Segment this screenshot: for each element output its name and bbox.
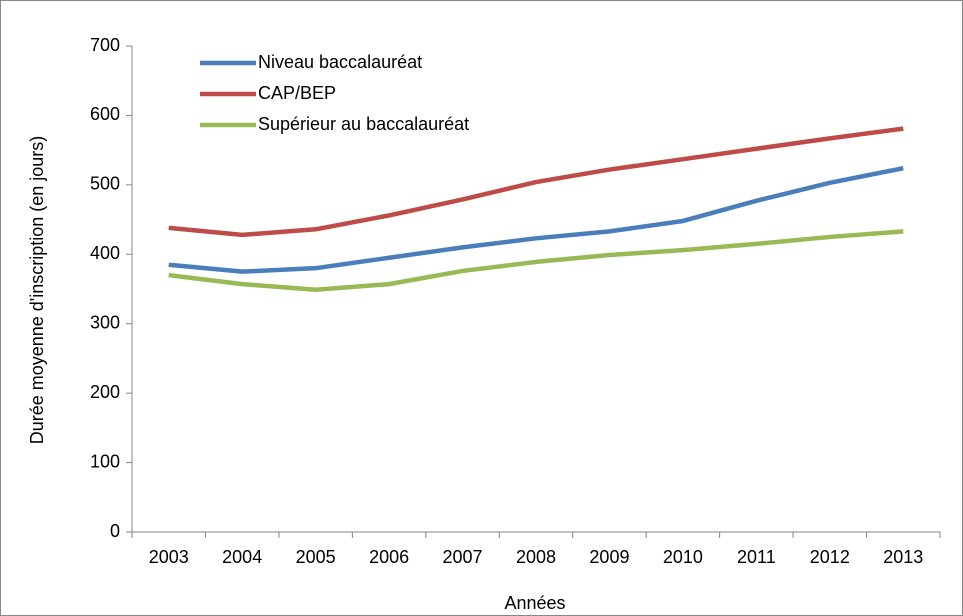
legend-label: Supérieur au baccalauréat [258, 114, 469, 134]
x-tick-label: 2004 [222, 547, 262, 567]
y-tick-label: 300 [90, 312, 120, 332]
series-line [168, 165, 904, 274]
y-tick-label: 700 [90, 35, 120, 55]
y-tick-label: 600 [90, 104, 120, 124]
series-line [168, 229, 904, 292]
x-tick-label: 2006 [369, 547, 409, 567]
x-tick-label: 2005 [296, 547, 336, 567]
x-tick-label: 2012 [810, 547, 850, 567]
x-axis-title: Années [504, 593, 565, 613]
x-tick-label: 2013 [883, 547, 923, 567]
x-tick-label: 2007 [443, 547, 483, 567]
y-tick-label: 100 [90, 451, 120, 471]
legend-label: CAP/BEP [258, 83, 336, 103]
y-tick-label: 400 [90, 243, 120, 263]
y-tick-label: 0 [110, 521, 120, 541]
x-tick-label: 2008 [516, 547, 556, 567]
y-tick-label: 200 [90, 382, 120, 402]
y-axis-title: Durée moyenne d'inscription (en jours) [27, 136, 47, 445]
x-tick-label: 2010 [663, 547, 703, 567]
x-tick-label: 2003 [149, 547, 189, 567]
y-tick-label: 500 [90, 174, 120, 194]
x-tick-label: 2009 [589, 547, 629, 567]
legend-label: Niveau baccalauréat [258, 52, 422, 72]
series-line [168, 126, 904, 238]
x-tick-label: 2011 [737, 547, 776, 567]
